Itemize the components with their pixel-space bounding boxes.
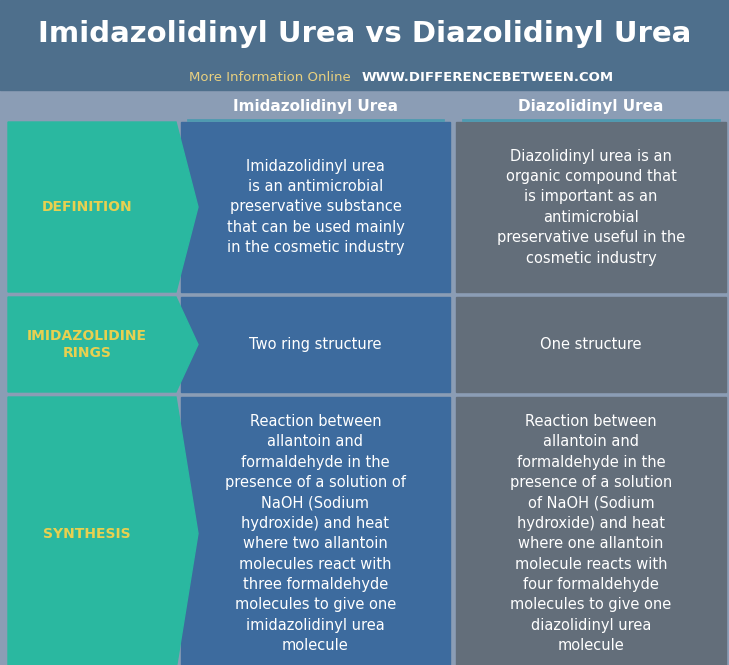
Polygon shape [8,397,198,665]
Bar [456,397,726,665]
Bar [456,297,726,392]
Text: DEFINITION: DEFINITION [42,200,132,214]
Bar [181,397,450,665]
Text: SYNTHESIS: SYNTHESIS [43,527,130,541]
Bar [181,297,450,392]
Text: Reaction between
allantoin and
formaldehyde in the
presence of a solution
of NaO: Reaction between allantoin and formaldeh… [510,414,672,653]
Bar [0,0,729,90]
Text: One structure: One structure [540,337,642,352]
Text: WWW.DIFFERENCEBETWEEN.COM: WWW.DIFFERENCEBETWEEN.COM [362,71,614,84]
Polygon shape [8,122,198,292]
Bar [181,122,450,292]
Text: More Information Online: More Information Online [190,71,359,84]
Text: Diazolidinyl urea is an
organic compound that
is important as an
antimicrobial
p: Diazolidinyl urea is an organic compound… [497,148,685,265]
Text: Diazolidinyl Urea: Diazolidinyl Urea [518,98,663,114]
Text: Two ring structure: Two ring structure [249,337,382,352]
Bar [456,122,726,292]
Polygon shape [8,297,198,392]
Text: Imidazolidinyl urea
is an antimicrobial
preservative substance
that can be used : Imidazolidinyl urea is an antimicrobial … [227,159,405,255]
Text: Reaction between
allantoin and
formaldehyde in the
presence of a solution of
NaO: Reaction between allantoin and formaldeh… [225,414,406,653]
Text: IMIDAZOLIDINE
RINGS: IMIDAZOLIDINE RINGS [27,329,147,360]
Text: Imidazolidinyl Urea vs Diazolidinyl Urea: Imidazolidinyl Urea vs Diazolidinyl Urea [38,21,691,49]
Text: Imidazolidinyl Urea: Imidazolidinyl Urea [233,98,398,114]
